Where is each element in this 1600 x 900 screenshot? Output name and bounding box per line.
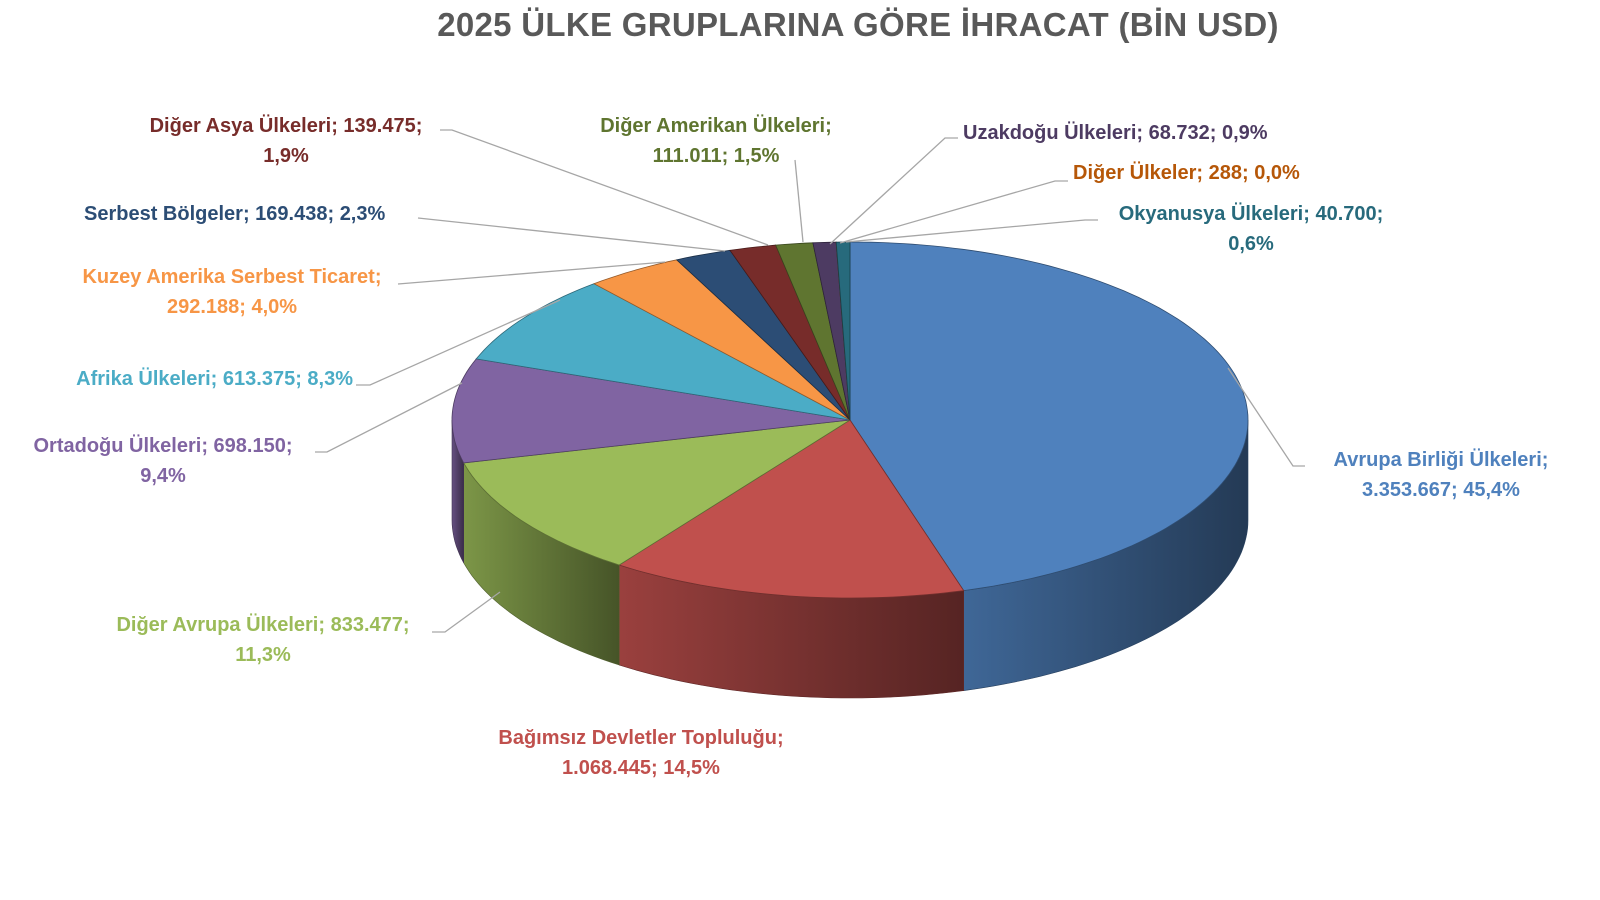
- label-name: Uzakdoğu Ülkeleri: [963, 122, 1137, 144]
- label-value: 613.375: [222, 368, 296, 390]
- data-label-kuzey-amerika-serbest-ticaret: Kuzey Amerika Serbest Ticaret; 292.188; …: [82, 266, 382, 318]
- data-label-afrika-ulkeleri: Afrika Ülkeleri; 613.375; 8,3%: [76, 368, 353, 390]
- data-label-serbest-bolgeler: Serbest Bölgeler; 169.438; 2,3%: [84, 203, 386, 225]
- label-percent: 14,5%: [663, 757, 720, 779]
- pie-slice-kuzey-amerika-serbest-ticaret: [593, 259, 851, 421]
- pie-slice-ortadogu-ulkeleri: [451, 358, 851, 464]
- pie-slice-serbest-bolgeler: [675, 249, 851, 421]
- label-value: 111.011: [652, 145, 722, 167]
- label-value: 40.700: [1315, 203, 1377, 225]
- label-name: Avrupa Birliği Ülkeleri: [1333, 449, 1542, 471]
- leader-lines: [315, 129, 1305, 633]
- leader-line-uzakdogu-ulkeleri: [829, 137, 958, 245]
- leader-line-diger-avrupa-ulkeleri: [432, 591, 501, 633]
- label-name: Bağımsız Devletler Topluluğu: [498, 727, 777, 749]
- data-label-avrupa-birligi-ulkeleri: Avrupa Birliği Ülkeleri; 3.353.667; 45,4…: [1333, 449, 1549, 501]
- pie-tops: [451, 241, 1249, 599]
- label-name: Kuzey Amerika Serbest Ticaret: [82, 266, 375, 288]
- label-percent: 1,9%: [263, 145, 309, 167]
- leader-line-ortadogu-ulkeleri: [315, 382, 463, 453]
- leader-line-okyanusya-ulkeleri: [845, 219, 1098, 243]
- leader-line-diger-asya-ulkeleri: [440, 129, 769, 246]
- label-name: Ortadoğu Ülkeleri: [33, 435, 202, 457]
- label-percent: 9,4%: [140, 465, 186, 487]
- label-value: 169.438: [255, 203, 328, 225]
- pie-slice-diger-avrupa-ulkeleri: [463, 419, 851, 566]
- leader-line-diger-ulkeler: [839, 180, 1068, 244]
- leader-line-afrika-ulkeleri: [356, 299, 561, 386]
- data-label-uzakdogu-ulkeleri: Uzakdoğu Ülkeleri; 68.732; 0,9%: [963, 122, 1268, 144]
- label-name: Diğer Avrupa Ülkeleri: [116, 614, 319, 636]
- label-percent: 11,3%: [235, 644, 291, 666]
- data-label-okyanusya-ulkeleri: Okyanusya Ülkeleri; 40.700; 0,6%: [1118, 203, 1384, 255]
- label-percent: 4,0%: [251, 296, 298, 318]
- data-label-ortadogu-ulkeleri: Ortadoğu Ülkeleri; 698.150; 9,4%: [33, 435, 293, 487]
- label-percent: 2,3%: [339, 203, 386, 225]
- label-value: 3.353.667: [1362, 479, 1452, 501]
- label-percent: 45,4%: [1463, 479, 1520, 501]
- label-name: Okyanusya Ülkeleri: [1118, 203, 1304, 225]
- label-value: 1.068.445: [562, 757, 652, 779]
- label-value: 292.188: [166, 296, 240, 318]
- label-name: Diğer Ülkeler: [1073, 162, 1197, 184]
- data-label-diger-asya-ulkeleri: Diğer Asya Ülkeleri; 139.475; 1,9%: [149, 115, 423, 167]
- leader-line-serbest-bolgeler: [417, 217, 726, 252]
- pie-slice-avrupa-birligi-ulkeleri: [849, 241, 1249, 592]
- pie-slice-afrika-ulkeleri: [475, 283, 851, 421]
- label-percent: 8,3%: [307, 368, 353, 390]
- data-label-diger-ulkeler: Diğer Ülkeler; 288; 0,0%: [1073, 162, 1300, 184]
- label-name: Diğer Asya Ülkeleri: [149, 115, 332, 137]
- label-percent: 0,6%: [1228, 233, 1274, 255]
- label-name: Serbest Bölgeler: [84, 203, 243, 225]
- pie-sides: [451, 419, 1249, 699]
- label-name: Diğer Amerikan Ülkeleri: [600, 115, 826, 137]
- chart-title: 2025 ÜLKE GRUPLARINA GÖRE İHRACAT (BİN U…: [437, 6, 1279, 43]
- leader-line-kuzey-amerika-serbest-ticaret: [397, 261, 666, 285]
- data-label-bagmsz-devletler-toplulugu: Bağımsız Devletler Topluluğu; 1.068.445;…: [498, 727, 784, 779]
- label-percent: 0,0%: [1254, 162, 1300, 184]
- label-name: Afrika Ülkeleri: [76, 368, 211, 390]
- label-value: 68.732: [1148, 122, 1210, 144]
- label-percent: 0,9%: [1222, 122, 1268, 144]
- label-value: 698.150: [213, 435, 286, 457]
- leader-line-diger-amerikan-ulkeleri: [794, 159, 804, 243]
- label-value: 139.475: [343, 115, 416, 137]
- data-label-diger-avrupa-ulkeleri: Diğer Avrupa Ülkeleri; 833.477; 11,3%: [116, 614, 410, 666]
- pie-slice-diger-asya-ulkeleri: [729, 244, 851, 421]
- leader-line-avrupa-birligi-ulkeleri: [1227, 367, 1305, 467]
- pie-slice-bagmsz-devletler-toplulugu: [618, 419, 965, 599]
- label-percent: 1,5%: [733, 145, 780, 167]
- data-label-diger-amerikan-ulkeleri: Diğer Amerikan Ülkeleri; 111.011; 1,5%: [600, 115, 832, 167]
- label-value: 833.477: [330, 614, 403, 636]
- label-value: 288: [1208, 162, 1242, 184]
